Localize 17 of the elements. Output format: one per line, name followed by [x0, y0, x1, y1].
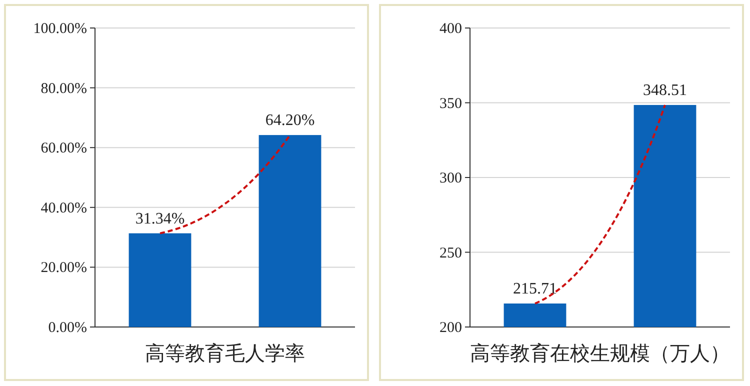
y-tick-label: 350 — [440, 96, 462, 112]
y-tick-label: 20.00% — [40, 260, 87, 276]
y-tick-label: 200 — [440, 320, 462, 336]
y-tick-label: 60.00% — [40, 140, 87, 157]
x-axis-title: 高等教育在校生规模（万人） — [470, 342, 730, 365]
y-tick-label: 0.00% — [48, 320, 87, 336]
y-tick-label: 100.00% — [33, 21, 87, 37]
data-label: 215.71 — [513, 280, 557, 298]
data-label: 31.34% — [135, 210, 185, 228]
y-tick-label: 80.00% — [40, 80, 87, 97]
x-axis-title: 高等教育毛人学率 — [145, 342, 305, 365]
data-label: 64.20% — [265, 112, 315, 130]
y-tick-label: 40.00% — [40, 200, 87, 216]
y-tick-label: 300 — [440, 170, 462, 186]
y-tick-label: 250 — [440, 245, 462, 262]
y-tick-label: 400 — [440, 21, 462, 37]
data-label: 348.51 — [643, 82, 687, 99]
